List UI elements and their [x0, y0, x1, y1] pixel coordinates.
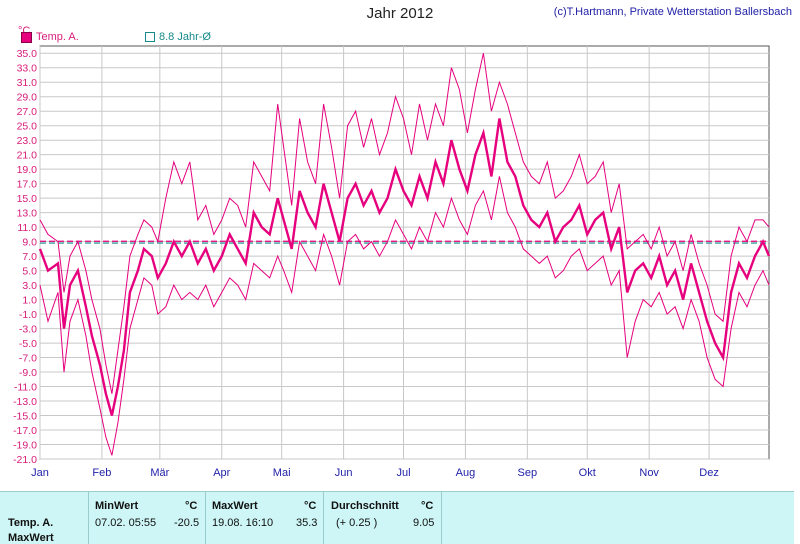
- y-tick-label: -3.0: [19, 324, 37, 336]
- x-tick-label: Dez: [699, 467, 719, 479]
- row-label-temp: Temp. A.: [8, 517, 54, 529]
- legend-item-average: 8.8 Jahr-Ø: [145, 31, 211, 43]
- avg-header: Durchschnitt: [331, 500, 399, 512]
- y-tick-label: 23.0: [17, 135, 38, 147]
- y-tick-label: 25.0: [17, 121, 38, 133]
- min-value: -20.5: [174, 517, 200, 529]
- min-time: 07.02. 05:55: [95, 517, 157, 529]
- x-tick-label: Jan: [31, 467, 49, 479]
- y-tick-label: -15.0: [13, 411, 37, 423]
- y-tick-label: -13.0: [13, 396, 37, 408]
- y-tick-label: -17.0: [13, 425, 37, 437]
- x-tick-label: Feb: [92, 467, 111, 479]
- max-value: 35.3: [296, 517, 318, 529]
- y-axis: 35.0 33.0 31.0 29.0 27.0 25.0 23.0 21.0 19.0 17.0…: [13, 48, 37, 466]
- y-tick-label: -1.0: [19, 309, 37, 321]
- grid: [39, 46, 769, 460]
- y-tick-label: 5.0: [22, 266, 37, 278]
- x-tick-label: Aug: [456, 467, 476, 479]
- y-tick-label: 9.0: [22, 237, 37, 249]
- y-tick-label: 19.0: [17, 164, 38, 176]
- y-tick-label: 31.0: [17, 77, 38, 89]
- y-tick-label: 1.0: [22, 295, 37, 307]
- chart-title: Jahr 2012: [366, 5, 434, 22]
- temperature-chart: 35.0 33.0 31.0 29.0 27.0 25.0 23.0 21.0 19.0 17.0…: [13, 45, 771, 479]
- x-tick-label: Sep: [518, 467, 538, 479]
- x-tick-label: Jun: [335, 467, 353, 479]
- legend-swatch-temp: [21, 31, 32, 43]
- stats-table: Temp. A. MaxWert MinWert °C 07.02. 05:55…: [0, 491, 794, 544]
- x-tick-label: Okt: [579, 467, 596, 479]
- row-label-maxwert: MaxWert: [8, 532, 54, 544]
- x-tick-label: Mai: [273, 467, 291, 479]
- y-tick-label: 3.0: [22, 280, 37, 292]
- y-tick-label: 13.0: [17, 208, 38, 220]
- y-tick-label: -11.0: [14, 382, 37, 394]
- y-tick-label: 11.0: [17, 222, 37, 234]
- min-header: MinWert: [95, 500, 139, 512]
- y-tick-label: -19.0: [13, 440, 37, 452]
- y-tick-label: 21.0: [17, 150, 38, 162]
- legend-item-temp: Temp. A.: [21, 31, 79, 43]
- max-time: 19.08. 16:10: [212, 517, 274, 529]
- y-tick-label: -21.0: [13, 454, 37, 466]
- y-tick-label: 27.0: [17, 106, 38, 118]
- x-tick-label: Apr: [213, 467, 230, 479]
- legend-label-temp: Temp. A.: [36, 31, 79, 43]
- y-tick-label: -5.0: [19, 338, 37, 350]
- column-divider: [205, 492, 206, 544]
- max-header: MaxWert: [212, 500, 258, 512]
- column-divider: [323, 492, 324, 544]
- legend-swatch-average: [145, 32, 155, 42]
- y-tick-label: 17.0: [17, 179, 38, 191]
- legend-label-average: 8.8 Jahr-Ø: [159, 31, 211, 43]
- min-unit: °C: [185, 500, 198, 512]
- avg-unit: °C: [421, 500, 434, 512]
- y-tick-label: -7.0: [19, 353, 37, 365]
- series-line-min: [39, 176, 770, 456]
- y-tick-label: 35.0: [17, 48, 38, 60]
- avg-value: 9.05: [413, 517, 435, 529]
- column-divider: [441, 492, 442, 544]
- y-tick-label: -9.0: [19, 367, 37, 379]
- avg-delta: (+ 0.25 ): [336, 517, 378, 529]
- x-tick-label: Mär: [150, 467, 169, 479]
- x-axis: Jan Feb Mär Apr Mai Jun Jul Aug Sep Okt Nov Dez: [31, 467, 719, 479]
- y-tick-label: 15.0: [17, 193, 38, 205]
- series-line-mean: [38, 118, 771, 416]
- credit-text: (c)T.Hartmann, Private Wetterstation Bal…: [553, 6, 792, 18]
- column-divider: [88, 492, 89, 544]
- plot-area: [39, 45, 770, 460]
- series-lines: [38, 53, 771, 456]
- max-unit: °C: [304, 500, 317, 512]
- series-line-max: [39, 53, 770, 394]
- x-tick-label: Jul: [396, 467, 410, 479]
- y-tick-label: 33.0: [17, 63, 38, 75]
- x-tick-label: Nov: [639, 467, 659, 479]
- y-tick-label: 29.0: [17, 92, 38, 104]
- y-tick-label: 7.0: [22, 251, 37, 263]
